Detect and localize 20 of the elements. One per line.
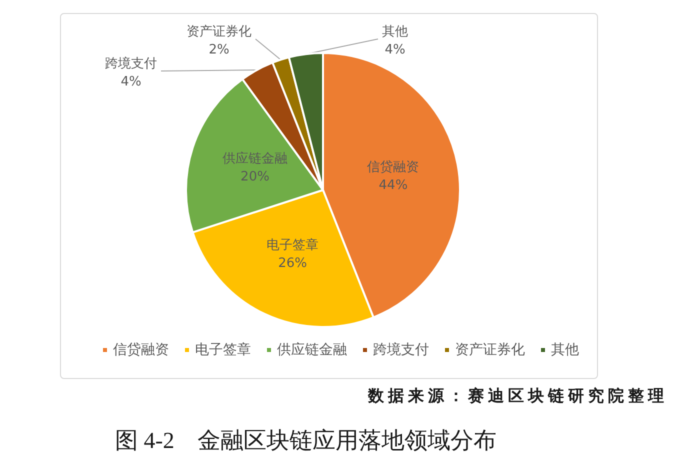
data-label: 26% xyxy=(278,256,308,272)
slice-label: 其他 xyxy=(382,24,408,40)
data-label: 2% xyxy=(208,42,230,58)
legend-label: 电子签章 xyxy=(195,342,251,358)
data-label: 20% xyxy=(240,169,270,184)
slice-label: 资产证券化 xyxy=(186,24,252,40)
legend-label: 其他 xyxy=(551,342,579,358)
legend-label: 跨境支付 xyxy=(373,342,429,358)
data-label: 4% xyxy=(384,42,406,58)
data-label: 44% xyxy=(378,178,408,194)
slice-label: 信贷融资 xyxy=(367,160,420,176)
legend-label: 资产证券化 xyxy=(455,342,525,358)
text: 图 4-2 金融区块链应用落地领域分布 xyxy=(115,428,496,453)
slice-label: 供应链金融 xyxy=(222,150,288,166)
data-label: 4% xyxy=(120,74,142,90)
source-note: 数据来源：赛迪区块链研究院整理 xyxy=(368,386,668,407)
legend-label: 信贷融资 xyxy=(113,342,169,358)
slice-label: 电子签章 xyxy=(266,238,319,254)
legend-label: 供应链金融 xyxy=(277,342,347,358)
slice-label: 跨境支付 xyxy=(105,56,157,72)
